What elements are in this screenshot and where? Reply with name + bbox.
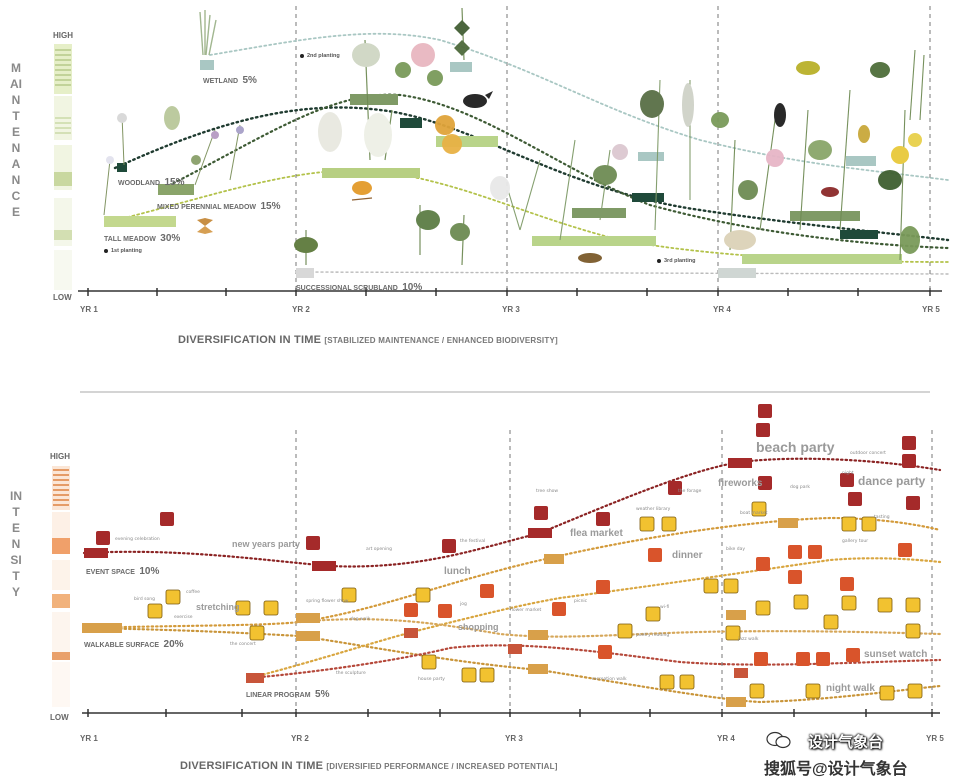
botanical-illustrations: [103, 7, 925, 266]
bottom-tick-yr4: YR 4: [717, 734, 735, 743]
svg-text:exercise: exercise: [174, 614, 193, 620]
svg-text:the festival: the festival: [460, 538, 485, 544]
top-tick-yr5: YR 5: [922, 305, 940, 314]
watermark-line1: 设计气象台: [808, 734, 884, 751]
first-planting-note: 1st planting: [104, 248, 142, 254]
tall-meadow-label: TALL MEADOW 30%: [104, 233, 181, 244]
bottom-chart-title: DIVERSIFICATION IN TIME [DIVERSIFIED PER…: [180, 760, 558, 772]
svg-text:art opening: art opening: [366, 546, 392, 552]
top-tick-yr3: YR 3: [502, 305, 520, 314]
mixed-meadow-label: MIXED PERENNIAL MEADOW 15%: [157, 201, 281, 212]
second-planting-note: 2nd planting: [300, 53, 340, 59]
top-bars: [104, 60, 902, 278]
event-fireworks: fireworks: [718, 478, 763, 489]
intensity-high-label: HIGH: [50, 452, 70, 461]
top-chart-title: DIVERSIFICATION IN TIME [STABILIZED MAIN…: [178, 334, 558, 346]
walkable-line-c: [248, 557, 942, 680]
intensity-axis-label: INTENSITY: [10, 489, 22, 599]
svg-text:dog walk: dog walk: [350, 616, 371, 622]
svg-text:coffee: coffee: [186, 589, 200, 595]
svg-text:gallery tour: gallery tour: [842, 538, 868, 544]
svg-text:bird song: bird song: [134, 596, 155, 602]
small-annotations: evening celebration bird song coffee exe…: [115, 450, 890, 682]
event-shopping: shopping: [458, 622, 499, 632]
maintenance-scale: [54, 44, 72, 290]
walkable-surface-label: WALKABLE SURFACE 20%: [84, 639, 184, 650]
third-planting-note: 3rd planting: [657, 258, 695, 264]
wetland-label: WETLAND 5%: [203, 75, 257, 86]
event-flea-market: flea market: [570, 528, 623, 539]
top-chart-subtitle: [STABILIZED MAINTENANCE / ENHANCED BIODI…: [324, 336, 558, 345]
svg-text:boat market: boat market: [740, 510, 768, 516]
svg-text:evening celebration: evening celebration: [115, 536, 160, 542]
linear-program-label: LINEAR PROGRAM 5%: [246, 689, 330, 700]
intensity-scale: [52, 466, 70, 707]
svg-text:wi-fi: wi-fi: [660, 604, 670, 610]
svg-text:bike day: bike day: [726, 546, 745, 552]
svg-text:the concert: the concert: [230, 641, 256, 647]
svg-text:weather library: weather library: [636, 506, 671, 512]
bottom-tick-yr1: YR 1: [80, 734, 98, 743]
event-space-label: EVENT SPACE 10%: [86, 566, 160, 577]
svg-text:tasting: tasting: [874, 514, 890, 520]
event-lunch: lunch: [444, 566, 471, 577]
intensity-low-label: LOW: [50, 713, 69, 722]
bottom-chart-subtitle: [DIVERSIFIED PERFORMANCE / INCREASED POT…: [326, 762, 558, 771]
svg-text:poetry reading: poetry reading: [636, 632, 669, 638]
event-dinner: dinner: [672, 550, 703, 561]
svg-text:outdoor concert: outdoor concert: [850, 450, 886, 456]
svg-text:night: night: [842, 470, 854, 476]
svg-text:spring flower show: spring flower show: [306, 598, 349, 604]
walkable-line-d: [294, 618, 942, 638]
svg-text:picnic: picnic: [574, 598, 588, 604]
wetland-line: [209, 32, 949, 181]
svg-text:tree show: tree show: [536, 488, 558, 494]
svg-text:jazz walk: jazz walk: [737, 636, 759, 642]
maintenance-high-label: HIGH: [53, 31, 73, 40]
woodland-label: WOODLAND 15%: [118, 177, 185, 188]
svg-text:recreation walk: recreation walk: [592, 676, 627, 682]
scrubland-line: [295, 271, 949, 275]
svg-text:jog: jog: [459, 601, 467, 607]
bottom-bars: [82, 458, 798, 707]
maintenance-axis-label: MAINTENANCE: [10, 61, 22, 219]
walkable-line-a: [82, 516, 942, 630]
activity-icons: [96, 404, 923, 701]
event-night-walk: night walk: [826, 683, 875, 694]
svg-text:house party: house party: [418, 676, 445, 682]
maintenance-low-label: LOW: [53, 293, 72, 302]
scrubland-label: SUCCESSIONAL SCRUBLAND 10%: [296, 282, 423, 293]
woodland-line: [113, 106, 950, 242]
event-new-years-party: new years party: [232, 539, 301, 549]
watermark-line2: 搜狐号@设计气象台: [764, 761, 908, 778]
top-tick-yr2: YR 2: [292, 305, 310, 314]
event-beach-party: beach party: [756, 439, 835, 455]
event-dance-party: dance party: [858, 474, 926, 488]
event-sunset-watch: sunset watch: [864, 649, 928, 660]
bottom-tick-yr3: YR 3: [505, 734, 523, 743]
svg-text:the sculpture: the sculpture: [336, 670, 366, 676]
svg-text:flower market: flower market: [510, 607, 542, 613]
svg-text:the forage: the forage: [678, 488, 702, 494]
bottom-tick-yr2: YR 2: [291, 734, 309, 743]
event-stretching: stretching: [196, 602, 240, 612]
top-tick-yr1: YR 1: [80, 305, 98, 314]
svg-text:dog park: dog park: [790, 484, 810, 490]
mixed-meadow-line: [158, 93, 950, 250]
wechat-icon: [766, 731, 792, 749]
top-tick-yr4: YR 4: [713, 305, 731, 314]
bottom-tick-yr5: YR 5: [926, 734, 944, 743]
